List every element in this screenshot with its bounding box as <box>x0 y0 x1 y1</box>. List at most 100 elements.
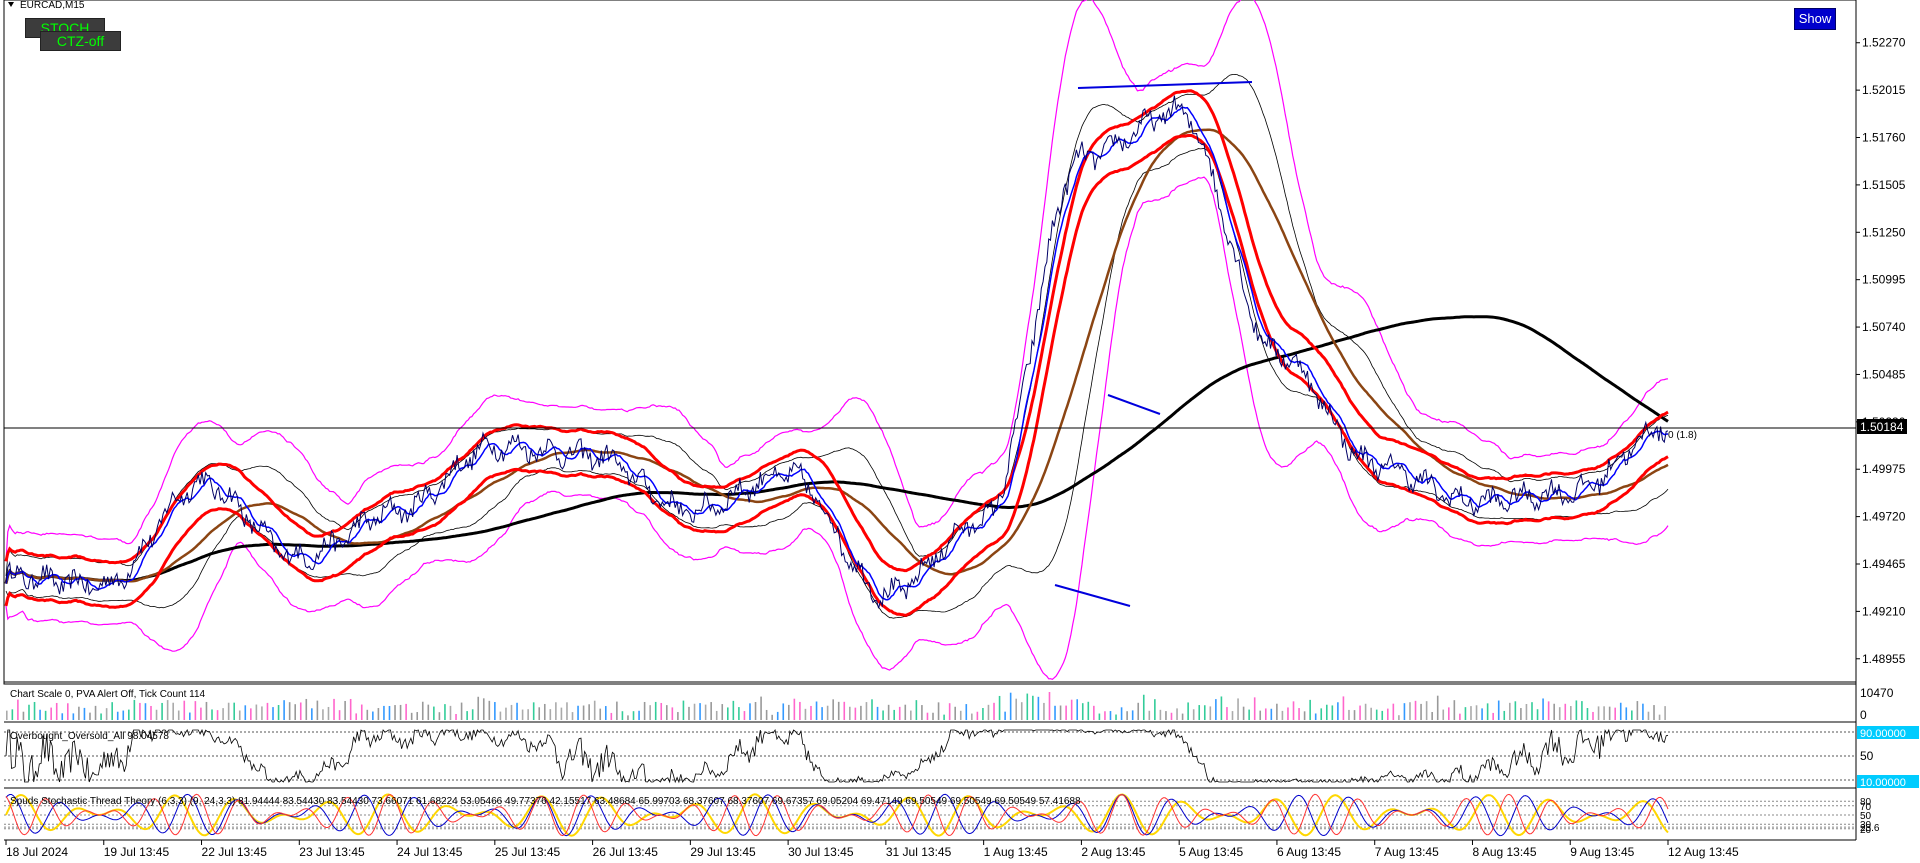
volume-bar <box>843 701 846 720</box>
ob-level-high-tag <box>1857 726 1919 739</box>
stoch-level-label: 70 <box>1860 802 1872 813</box>
volume-scale-bottom: 0 <box>1860 708 1867 722</box>
date-tick-label: 5 Aug 13:45 <box>1179 845 1243 859</box>
volume-bar <box>1120 707 1123 720</box>
volume-bar <box>1314 713 1317 720</box>
volume-bar <box>1037 696 1040 720</box>
volume-bar <box>1170 712 1173 720</box>
price-tick-label: 1.51250 <box>1862 225 1906 239</box>
volume-bar <box>394 705 396 720</box>
volume-bar <box>39 709 41 720</box>
collapse-icon[interactable] <box>8 2 14 7</box>
volume-bar <box>704 704 707 720</box>
volume-bar <box>771 714 773 720</box>
volume-bar <box>1520 708 1522 720</box>
volume-bar <box>1059 705 1062 720</box>
volume-bar <box>1159 709 1162 720</box>
volume-bar <box>283 700 285 720</box>
volume-bar <box>1453 700 1456 720</box>
volume-bar <box>1619 702 1622 720</box>
ob-label: Overbought_Oversold_All 98.04578 <box>10 731 169 742</box>
show-button[interactable]: Show <box>1794 8 1836 30</box>
volume-bar <box>871 699 873 720</box>
ob-line <box>5 728 1669 784</box>
volume-bar <box>421 701 424 720</box>
volume-bar <box>244 705 247 720</box>
volume-bar <box>1425 701 1428 720</box>
volume-bar <box>355 713 358 720</box>
volume-bar <box>105 708 108 720</box>
volume-bar <box>732 700 735 720</box>
volume-bar <box>1586 708 1589 720</box>
volume-bar <box>177 710 180 720</box>
volume-bar <box>205 701 208 720</box>
trendline-mid[interactable] <box>1107 394 1161 415</box>
volume-bar <box>1448 707 1450 720</box>
volume-bar <box>715 710 718 720</box>
volume-bar <box>1303 711 1306 720</box>
volume-bar <box>1309 699 1311 720</box>
volume-bar <box>910 710 912 720</box>
date-tick-label: 26 Jul 13:45 <box>593 845 659 859</box>
volume-bar <box>1497 700 1500 720</box>
price-tick-label: 1.52270 <box>1862 36 1906 50</box>
volume-bar <box>1542 698 1544 720</box>
volume-bar <box>1442 709 1445 720</box>
date-tick-label: 30 Jul 13:45 <box>788 845 854 859</box>
volume-bar <box>366 709 369 720</box>
lower-outer-band <box>5 176 1669 680</box>
current-price-tag <box>1857 419 1907 434</box>
volume-scale-top: 10470 <box>1860 686 1894 700</box>
volume-bar <box>1464 707 1467 720</box>
date-tick-label: 18 Jul 2024 <box>6 845 68 859</box>
volume-bar <box>78 706 80 720</box>
volume-bar <box>250 708 252 720</box>
price-tick-label: 1.51505 <box>1862 178 1906 192</box>
volume-bar <box>693 703 696 720</box>
volume-bar <box>288 702 291 720</box>
volume-bar <box>477 696 480 720</box>
volume-bar <box>593 700 596 720</box>
volume-bar <box>1065 705 1067 720</box>
volume-bar <box>887 704 890 720</box>
volume-bar <box>560 707 563 720</box>
volume-bar <box>1137 702 1140 720</box>
volume-bar <box>643 701 646 720</box>
volume-bar <box>1525 704 1528 720</box>
date-tick-label: 29 Jul 13:45 <box>690 845 756 859</box>
volume-bar <box>1043 702 1045 720</box>
volume-bar <box>1581 701 1583 720</box>
volume-bar <box>1353 710 1356 720</box>
volume-bar <box>111 702 113 720</box>
volume-bar <box>921 705 923 720</box>
trendline-low[interactable] <box>1054 584 1131 607</box>
volume-info: Chart Scale 0, PVA Alert Off, Tick Count… <box>10 689 206 700</box>
volume-bar <box>277 705 280 720</box>
moving-averages <box>4 89 1669 617</box>
volume-bar <box>1431 711 1433 720</box>
volume-bar <box>1292 701 1295 720</box>
resistance-line[interactable] <box>1077 81 1253 89</box>
volume-bar <box>1658 714 1661 720</box>
volume-bar <box>1459 713 1461 720</box>
lower-inner-band <box>5 147 1669 619</box>
ctz-button[interactable]: CTZ-off <box>40 31 121 51</box>
volume-bar <box>993 702 995 720</box>
volume-bar <box>44 710 47 720</box>
volume-bar <box>211 709 213 720</box>
volume-bar <box>133 699 136 720</box>
volume-bar <box>1098 713 1101 720</box>
date-tick-label: 2 Aug 13:45 <box>1081 845 1145 859</box>
volume-bar <box>1231 711 1234 720</box>
volume-bar <box>566 702 568 720</box>
volume-bar <box>1032 695 1034 720</box>
volume-bar <box>427 704 430 720</box>
volume-bar <box>405 703 407 720</box>
volume-bar <box>482 698 485 720</box>
volume-bar <box>11 709 14 720</box>
volume-bar <box>316 700 319 720</box>
volume-bar <box>360 704 363 720</box>
volume-bar <box>1142 694 1145 720</box>
volume-bar <box>1475 705 1478 720</box>
